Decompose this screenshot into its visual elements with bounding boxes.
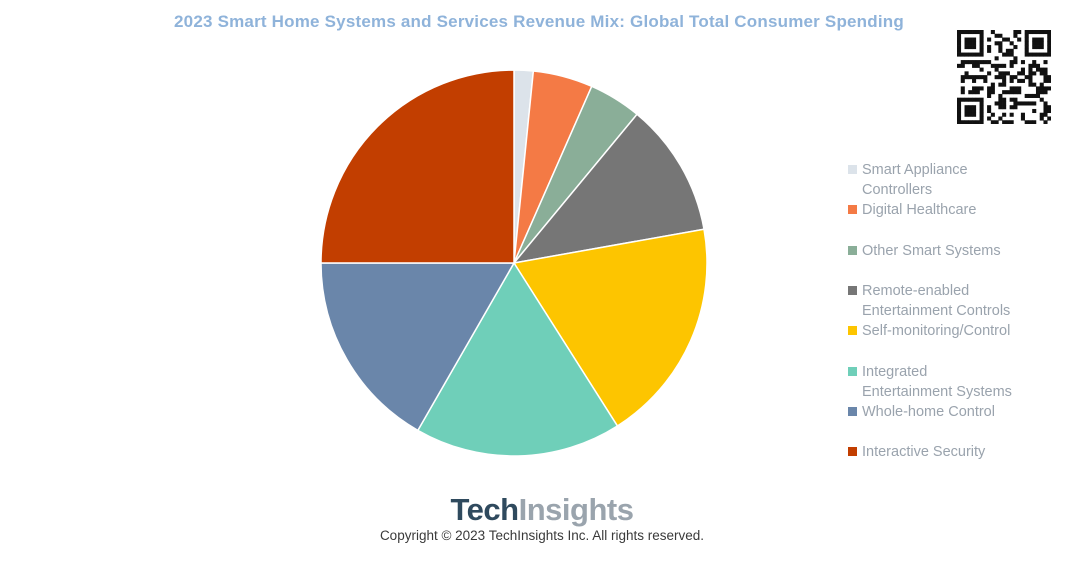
qr-code-icon [957, 30, 1051, 124]
legend-label: Other Smart Systems [862, 243, 1001, 259]
techinsights-logo: TechInsights [450, 492, 634, 527]
legend-item: Whole-home Control [848, 402, 1063, 422]
legend-swatch [848, 326, 857, 335]
pie-slice-self-monitoring-control [512, 228, 708, 427]
legend-label: Integrated [862, 364, 928, 380]
pie-slice-interactive-security [320, 69, 515, 264]
legend-label: Interactive Security [862, 444, 986, 460]
legend-item: Integrated Entertainment Systems [848, 362, 1063, 402]
pie-slice-integrated-entertainment-systems [416, 261, 619, 457]
pie-slice-remote-enabled-entertainment-controls [512, 113, 705, 265]
legend-label: Self-monitoring/Control [862, 323, 1011, 339]
legend-swatch [848, 205, 857, 214]
legend-label: Smart Appliance [862, 162, 968, 178]
legend-swatch [848, 447, 857, 456]
chart-title: 2023 Smart Home Systems and Services Rev… [174, 12, 904, 31]
legend-item: Self-monitoring/Control [848, 321, 1063, 341]
legend-label-line2: Entertainment Controls [862, 303, 1011, 319]
legend-label: Whole-home Control [862, 404, 995, 420]
legend-swatch [848, 286, 857, 295]
legend-swatch [848, 246, 857, 255]
legend-item: Interactive Security [848, 442, 1063, 462]
legend-item: Remote-enabled Entertainment Controls [848, 281, 1063, 321]
legend-swatch [848, 165, 857, 174]
legend-item: Smart Appliance Controllers [848, 160, 1063, 200]
legend-label: Digital Healthcare [862, 202, 977, 218]
legend-label-line2: Controllers [862, 182, 933, 198]
legend-item: Digital Healthcare [848, 200, 1063, 220]
legend-swatch [848, 407, 857, 416]
legend-swatch [848, 367, 857, 376]
legend-label-line2: Entertainment Systems [862, 384, 1012, 400]
pie-slice-whole-home-control [320, 262, 516, 432]
copyright-text: Copyright © 2023 TechInsights Inc. All r… [379, 528, 705, 543]
legend-label: Remote-enabled [862, 283, 970, 299]
legend-item: Other Smart Systems [848, 241, 1063, 261]
